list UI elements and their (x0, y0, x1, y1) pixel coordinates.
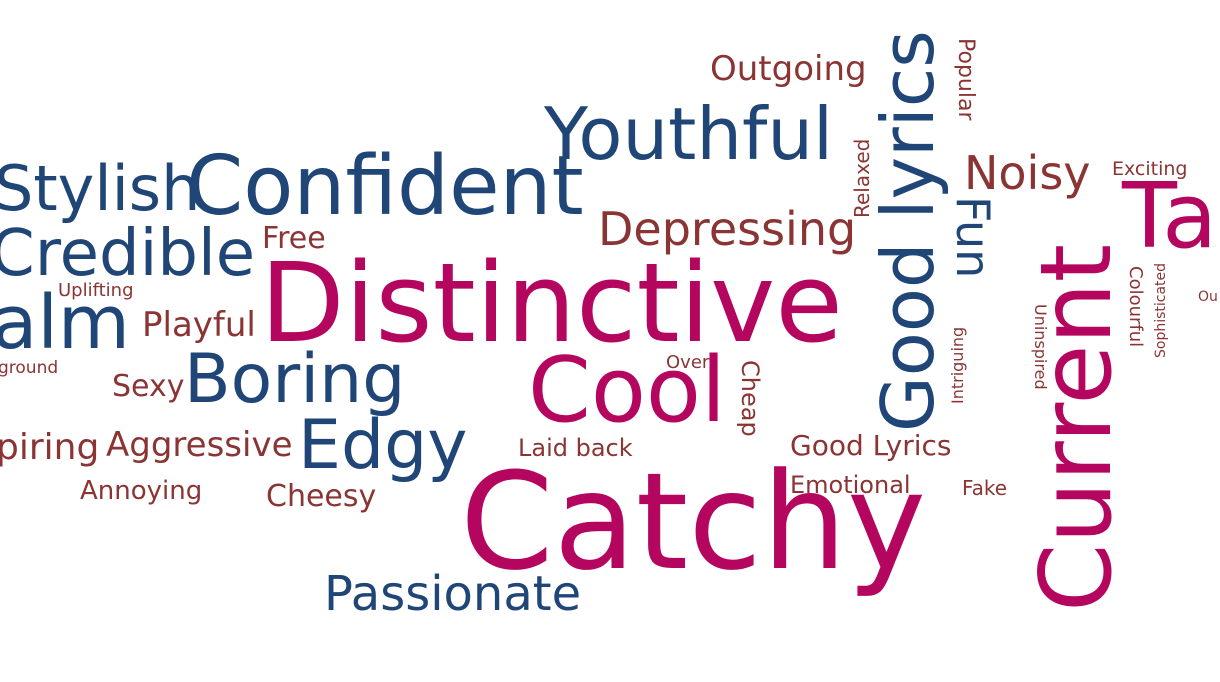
word-current: Current (1020, 243, 1134, 612)
word-catchy: Catchy (460, 444, 927, 600)
word-depressing: Depressing (598, 202, 857, 256)
word-cool: Cool (528, 338, 726, 443)
word-inspiring-partial: piring (0, 427, 100, 468)
word-playful: Playful (142, 305, 256, 345)
word-distinctive: Distinctive (260, 239, 843, 367)
word-boring: Boring (184, 340, 406, 419)
word-aggressive: Aggressive (106, 425, 293, 465)
word-good-lyrics-vertical: Good lyrics (866, 30, 950, 432)
word-sexy: Sexy (112, 369, 185, 404)
word-colourful: Colourful (1125, 266, 1146, 348)
word-exciting: Exciting (1112, 158, 1188, 180)
word-edgy: Edgy (298, 406, 468, 485)
word-tall-partial: Ta (1122, 164, 1218, 269)
word-calm-partial: alm (0, 280, 130, 366)
word-popular: Popular (953, 38, 978, 121)
word-noisy: Noisy (964, 146, 1091, 200)
word-cheap: Cheap (736, 360, 764, 437)
word-over: Over (666, 352, 710, 373)
word-good-lyrics-small: Good Lyrics (790, 429, 952, 462)
word-stylish: Stylish (0, 152, 201, 225)
word-relaxed: Relaxed (850, 138, 874, 218)
word-ou-partial: Ou (1198, 289, 1218, 305)
word-cheesy: Cheesy (266, 479, 377, 514)
word-confident: Confident (186, 139, 584, 234)
word-credible: Credible (0, 217, 256, 291)
word-sophisticated: Sophisticated (1153, 262, 1169, 358)
word-background-partial: ground (0, 358, 59, 378)
word-intriguing: Intriguing (948, 326, 967, 404)
word-laid-back: Laid back (518, 434, 633, 462)
word-uplifting: Uplifting (58, 280, 134, 301)
word-annoying: Annoying (80, 476, 203, 506)
word-emotional: Emotional (790, 471, 911, 499)
word-youthful: Youthful (544, 92, 833, 176)
word-free: Free (262, 221, 326, 256)
word-fake: Fake (962, 476, 1008, 500)
word-fun: Fun (946, 196, 1000, 279)
word-outgoing: Outgoing (710, 49, 867, 89)
word-uninspired: Uninspired (1031, 304, 1050, 390)
word-passionate: Passionate (324, 566, 582, 622)
